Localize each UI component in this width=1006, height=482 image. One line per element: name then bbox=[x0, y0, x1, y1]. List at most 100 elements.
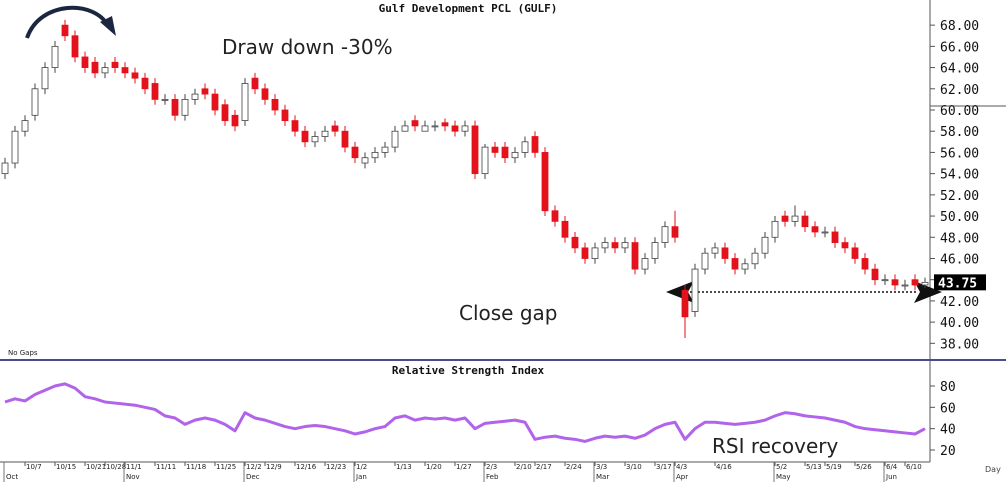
candle-body bbox=[51, 45, 59, 68]
candle-body bbox=[561, 220, 569, 238]
candle-body bbox=[351, 146, 359, 159]
candle-body bbox=[611, 242, 619, 249]
candle-body bbox=[791, 215, 799, 222]
candle-body bbox=[601, 242, 609, 249]
candle-body bbox=[451, 125, 459, 132]
candle-body bbox=[21, 120, 29, 132]
candle-body bbox=[411, 120, 419, 127]
candle-body bbox=[661, 226, 669, 243]
candle-body bbox=[551, 210, 559, 222]
candle-body bbox=[111, 61, 119, 68]
candle-body bbox=[1, 162, 9, 175]
candle-body bbox=[311, 136, 319, 143]
x-tick-label: 6/4 bbox=[886, 463, 898, 471]
candle-body bbox=[321, 130, 329, 137]
arrow-head bbox=[914, 281, 942, 303]
candle-body bbox=[741, 263, 749, 270]
candle-body bbox=[761, 236, 769, 254]
candle-body bbox=[461, 125, 469, 132]
candle-body bbox=[541, 152, 549, 212]
candle-body bbox=[851, 247, 859, 259]
candle-body bbox=[771, 220, 779, 238]
candle-body bbox=[591, 247, 599, 259]
candle-body bbox=[921, 281, 929, 286]
arrow-head bbox=[100, 16, 116, 36]
month-label: Mar bbox=[596, 473, 609, 481]
candle-body bbox=[781, 215, 789, 222]
y-tick-label: 40.00 bbox=[940, 316, 979, 331]
month-label: Apr bbox=[676, 473, 688, 481]
x-tick-label: 1/2 bbox=[356, 463, 367, 471]
annotation: Draw down -30% bbox=[222, 35, 393, 59]
candle-body bbox=[271, 98, 279, 111]
y-tick-label: 56.00 bbox=[940, 146, 979, 161]
annotation: RSI recovery bbox=[712, 434, 839, 458]
y-tick-label: 58.00 bbox=[940, 125, 979, 140]
x-tick-label: 2/10 bbox=[516, 463, 532, 471]
candle-body bbox=[821, 231, 829, 234]
candle-body bbox=[281, 109, 289, 122]
x-tick-label: 2/3 bbox=[486, 463, 497, 471]
x-tick-label: 3/10 bbox=[626, 463, 642, 471]
candle-body bbox=[751, 252, 759, 265]
candle-body bbox=[361, 157, 369, 164]
candle-body bbox=[181, 98, 189, 116]
x-tick-label: 3/3 bbox=[596, 463, 607, 471]
candle-body bbox=[421, 125, 429, 132]
candle-body bbox=[501, 146, 509, 159]
x-tick-label: 11/18 bbox=[186, 463, 206, 471]
candle-body bbox=[61, 24, 69, 37]
candle-body bbox=[441, 122, 449, 127]
candle-body bbox=[91, 61, 99, 74]
candle-body bbox=[731, 258, 739, 270]
candle-body bbox=[191, 93, 199, 100]
x-tick-label: 12/2 bbox=[246, 463, 262, 471]
x-tick-label: 1/20 bbox=[426, 463, 442, 471]
candle-body bbox=[261, 88, 269, 100]
y-tick-label: 64.00 bbox=[940, 62, 979, 77]
candle-body bbox=[331, 125, 339, 132]
x-tick-label: 2/17 bbox=[536, 463, 552, 471]
candle-body bbox=[711, 247, 719, 254]
candle-body bbox=[651, 242, 659, 259]
x-tick-label: 4/16 bbox=[716, 463, 732, 471]
x-tick-label: 1/13 bbox=[396, 463, 412, 471]
candle-body bbox=[11, 130, 19, 164]
candle-body bbox=[531, 136, 539, 153]
x-tick-label: 5/26 bbox=[856, 463, 872, 471]
candle-body bbox=[641, 258, 649, 270]
candle-body bbox=[211, 93, 219, 111]
candle-body bbox=[371, 152, 379, 159]
x-tick-label: 6/10 bbox=[906, 463, 922, 471]
y-tick-label: 80 bbox=[940, 380, 956, 395]
candle-body bbox=[691, 268, 699, 312]
chart-title: Gulf Development PCL (GULF) bbox=[379, 2, 558, 15]
candle-body bbox=[491, 146, 499, 153]
last-price-label: 43.75 bbox=[938, 276, 977, 291]
month-label: Jan bbox=[355, 473, 367, 481]
y-tick-label: 42.00 bbox=[940, 295, 979, 310]
y-tick-label: 66.00 bbox=[940, 40, 979, 55]
x-tick-label: 5/2 bbox=[776, 463, 787, 471]
candle-body bbox=[681, 289, 689, 318]
x-tick-label: 3/17 bbox=[656, 463, 672, 471]
month-label: Feb bbox=[486, 473, 499, 481]
y-tick-label: 20 bbox=[940, 444, 956, 459]
candle-body bbox=[801, 215, 809, 228]
candle-body bbox=[301, 130, 309, 143]
footnote: No Gaps bbox=[8, 349, 38, 357]
candle-body bbox=[511, 152, 519, 159]
candle-body bbox=[621, 242, 629, 249]
candle-body bbox=[841, 242, 849, 249]
x-tick-label: 12/23 bbox=[326, 463, 346, 471]
y-tick-label: 68.00 bbox=[940, 19, 979, 34]
candle-body bbox=[291, 120, 299, 132]
y-tick-label: 54.00 bbox=[940, 168, 979, 183]
x-tick-label: 10/15 bbox=[56, 463, 76, 471]
x-tick-label: 11/11 bbox=[156, 463, 176, 471]
candle-body bbox=[381, 146, 389, 153]
candle-body bbox=[341, 130, 349, 148]
candle-body bbox=[161, 98, 169, 101]
x-axis-label: Day bbox=[985, 465, 1001, 474]
